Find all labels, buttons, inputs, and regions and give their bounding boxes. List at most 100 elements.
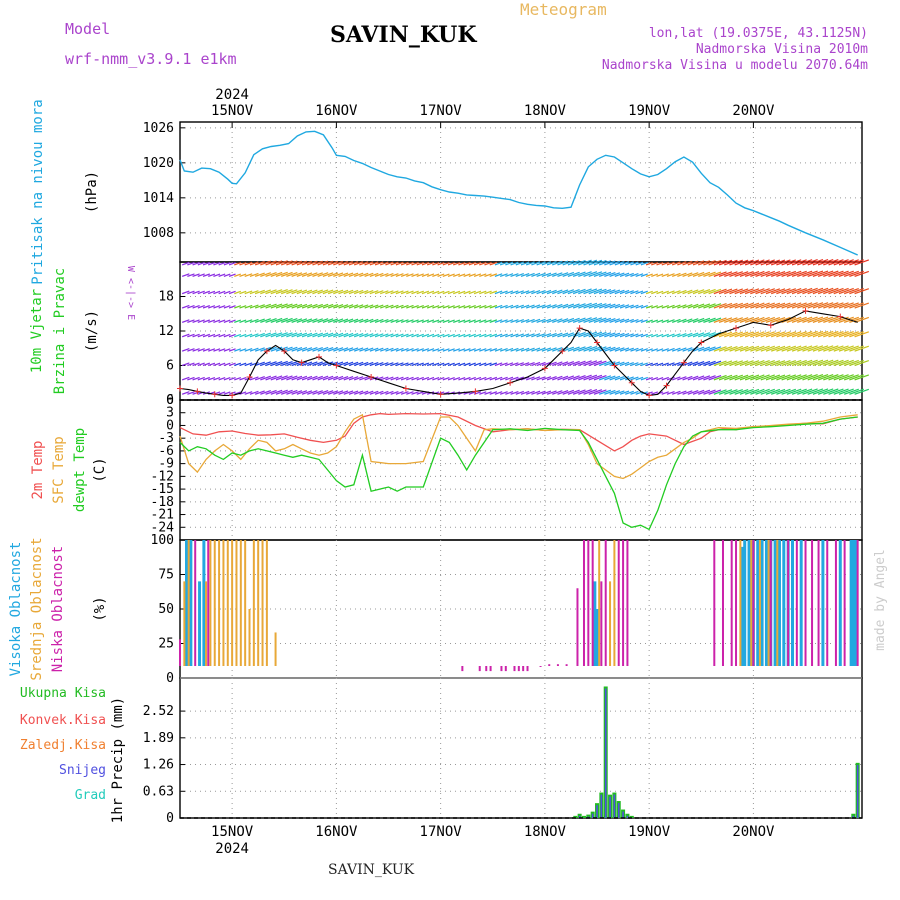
wind-barb [327, 260, 339, 266]
wind-barb [760, 270, 775, 277]
wind-barb [739, 345, 754, 352]
wind-barb [296, 289, 308, 295]
wind-barb [468, 273, 476, 277]
wind-barb [557, 303, 569, 309]
wind-barb [202, 376, 211, 381]
wind-barb [802, 330, 818, 338]
wind-barb [567, 260, 580, 266]
wind-barb [494, 290, 503, 295]
precip-bar [573, 815, 578, 818]
wind-barb [458, 333, 466, 338]
wind-barb [671, 304, 681, 309]
wind-barb [823, 359, 839, 367]
ytick-label-wind: 18 [158, 290, 174, 305]
wind-barb [833, 287, 849, 295]
wind-barb [797, 330, 813, 338]
wind-barb [479, 376, 487, 381]
wind-barb [181, 376, 190, 381]
wind-barb [765, 360, 781, 367]
wind-barb [499, 376, 508, 381]
wind-barb [187, 319, 195, 323]
wind-barb [739, 317, 754, 323]
wind-barb [426, 333, 435, 338]
wind-barb [760, 388, 775, 395]
wind-barb [333, 318, 344, 323]
wind-barb [671, 390, 681, 395]
wind-barb [625, 304, 634, 309]
wind-barb [755, 388, 770, 395]
wind-barb [578, 271, 592, 277]
wind-barb [666, 290, 675, 295]
wind-barb [703, 389, 716, 395]
wind-barb [817, 374, 834, 381]
wind-barb [797, 388, 813, 395]
wind-barb [463, 362, 471, 367]
wind-barb [661, 319, 669, 323]
wind-barb [713, 317, 727, 323]
wind-barb [598, 271, 612, 277]
wind-barb [578, 302, 592, 309]
wind-barb [322, 346, 334, 352]
wind-barb [645, 362, 653, 367]
wind-barb [489, 319, 498, 323]
snow-bar [613, 794, 616, 818]
wind-barb [781, 374, 797, 381]
wind-barb [416, 333, 424, 338]
wind-barb [567, 375, 580, 381]
wind-barb [254, 375, 265, 381]
wind-barb [468, 348, 476, 352]
x-day-label-top: 15NOV [211, 103, 254, 119]
wind-barb [353, 304, 364, 309]
wind-barb [609, 346, 621, 352]
wind-barb [411, 261, 419, 266]
wind-barb [270, 260, 283, 266]
wind-barb [192, 376, 200, 381]
wind-barb [771, 259, 786, 266]
wind-barb [353, 272, 364, 277]
wind-barb [651, 348, 659, 352]
wind-barb [270, 332, 283, 338]
wind-barb [755, 270, 770, 277]
wind-barb [244, 347, 253, 352]
wind-barb [609, 272, 621, 277]
wind-barb [687, 346, 699, 352]
wind-barb [744, 388, 760, 395]
wind-barb [854, 259, 870, 266]
wind-barb [234, 305, 242, 309]
wind-barb [520, 290, 530, 295]
wind-barb [218, 262, 226, 266]
wind-barb [197, 305, 205, 309]
wind-barb [552, 390, 563, 395]
wind-barb [192, 348, 200, 352]
wind-barb [807, 302, 824, 309]
wind-barb [718, 346, 733, 352]
wind-barb [322, 332, 334, 338]
wind-barb [208, 333, 216, 338]
wind-barb [249, 376, 259, 381]
wind-barb [734, 259, 749, 266]
wind-barb [536, 376, 546, 381]
wind-barb [468, 333, 476, 338]
wind-barb [348, 304, 359, 309]
wind-barb [661, 261, 669, 266]
wind-barb [572, 317, 586, 323]
wind-barb [228, 290, 236, 295]
wind-barb [661, 391, 669, 395]
wind-barb [562, 289, 575, 295]
wind-barb [510, 376, 519, 381]
wind-barb [698, 303, 711, 309]
wind-barb [651, 319, 659, 323]
wind-barb [505, 304, 514, 309]
wind-barb [661, 290, 669, 295]
wind-barb [338, 260, 349, 266]
wind-barb [666, 376, 675, 381]
wind-barb [270, 303, 283, 309]
wind-barb [677, 318, 687, 323]
wind-barb [666, 273, 675, 277]
wind-barb [828, 359, 844, 367]
sfc-temp-ylabel: SFC Temp [51, 436, 67, 503]
panel-frame-temperature [179, 399, 863, 541]
wind-barb [317, 361, 329, 367]
wind-barb [213, 273, 221, 277]
wind-barb [281, 317, 293, 323]
